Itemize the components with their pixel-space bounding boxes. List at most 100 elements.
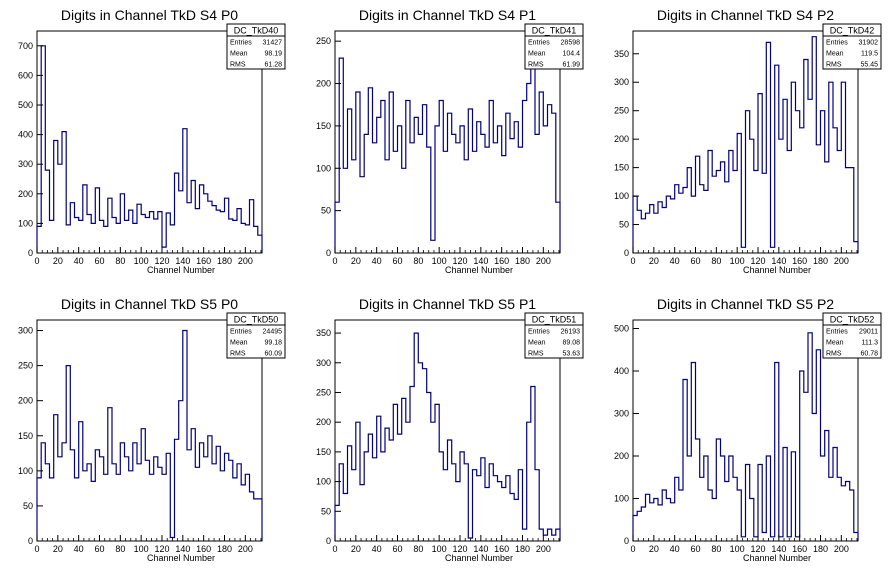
x-tick-label: 40 [670,544,680,554]
histogram-series [334,57,561,253]
plot-title: Digits in Channel TkD S5 P0 [61,296,238,312]
plot-title: Digits in Channel TkD S4 P2 [657,7,834,23]
histogram-panel-4: Digits in Channel TkD S5 P1 0 20 40 60 80 100 1… [316,296,584,563]
y-tick-label: 100 [614,191,629,201]
stats-name: DC_TkD40 [234,26,279,36]
x-tick-label: 20 [649,544,659,554]
stats-value: 26193 [561,329,581,336]
x-tick-label: 100 [730,256,745,266]
x-tick-label: 180 [217,544,232,554]
y-tick-label: 200 [316,417,331,427]
x-tick-label: 80 [711,544,721,554]
y-tick-label: 150 [18,431,33,441]
y-tick-label: 350 [316,328,331,338]
y-tick-label: 0 [326,248,331,258]
x-tick-label: 60 [94,544,104,554]
plot-frame [632,30,859,254]
x-tick-label: 80 [115,544,125,554]
y-tick-label: 500 [614,324,629,334]
plot-title: Digits in Channel TkD S4 P0 [61,7,238,23]
x-tick-label: 120 [452,544,467,554]
stats-value: 29011 [859,329,878,336]
y-tick-label: 100 [18,218,33,228]
stats-name: DC_TkD50 [234,315,279,325]
x-axis-label: Channel Number [147,265,215,275]
x-tick-label: 160 [196,544,211,554]
x-tick-label: 120 [452,256,467,266]
stats-key: Entries [826,329,848,336]
y-tick-label: 700 [18,41,33,51]
stats-box [822,312,882,359]
stats-key: RMS [230,62,246,69]
stats-value: 89.08 [562,340,580,347]
x-tick-label: 160 [494,544,509,554]
x-tick-label: 160 [494,256,509,266]
stats-key: RMS [826,62,842,69]
histogram-panel-5: Digits in Channel TkD S5 P2 0 20 40 60 80 100 1… [614,296,882,563]
y-tick-label: 100 [614,494,629,504]
x-tick-label: 60 [392,544,402,554]
x-tick-label: 40 [670,256,680,266]
y-tick-label: 50 [23,501,33,511]
x-tick-label: 80 [413,544,423,554]
plot-title: Digits in Channel TkD S5 P1 [359,296,536,312]
x-axis-label: Channel Number [445,553,513,563]
x-tick-label: 140 [771,544,786,554]
plot-frame [36,30,263,254]
x-tick-label: 120 [750,256,765,266]
x-tick-label: 140 [771,256,786,266]
stats-key: Entries [230,40,252,47]
x-tick-label: 140 [175,256,190,266]
y-tick-label: 250 [614,106,629,116]
x-tick-label: 20 [53,544,63,554]
x-tick-label: 140 [473,544,488,554]
stats-name: DC_TkD42 [830,26,875,36]
stats-box [822,23,882,70]
y-tick-label: 100 [18,466,33,476]
plot-frame [36,319,263,542]
x-tick-label: 160 [196,256,211,266]
stats-name: DC_TkD41 [532,26,577,36]
stats-box [524,23,584,70]
histogram-panel-2: Digits in Channel TkD S4 P2 0 20 40 60 80 100 1… [614,7,882,275]
x-tick-label: 40 [74,544,84,554]
x-tick-label: 100 [432,256,447,266]
y-tick-label: 300 [18,159,33,169]
x-tick-label: 180 [813,544,828,554]
x-tick-label: 60 [690,544,700,554]
y-tick-label: 150 [316,447,331,457]
x-tick-label: 20 [649,256,659,266]
x-tick-label: 0 [34,544,39,554]
stats-value: 104.4 [562,51,580,58]
x-tick-label: 0 [630,544,635,554]
x-tick-label: 100 [730,544,745,554]
x-tick-label: 180 [217,256,232,266]
stats-box [524,312,584,359]
y-tick-label: 50 [321,506,331,516]
stats-key: RMS [528,351,544,358]
x-tick-label: 60 [392,256,402,266]
x-tick-label: 200 [238,544,253,554]
x-tick-label: 40 [372,544,382,554]
x-tick-label: 180 [515,256,530,266]
plot-frame [334,30,561,254]
x-tick-label: 200 [536,544,551,554]
x-axis-label: Channel Number [445,265,513,275]
x-tick-label: 180 [813,256,828,266]
x-tick-label: 180 [515,544,530,554]
y-tick-label: 250 [316,36,331,46]
y-tick-label: 0 [28,248,33,258]
y-tick-label: 250 [316,387,331,397]
stats-key: Entries [230,329,252,336]
x-tick-label: 120 [750,544,765,554]
plot-title: Digits in Channel TkD S5 P2 [657,296,834,312]
y-tick-label: 300 [614,77,629,87]
stats-value: 61.99 [562,62,580,69]
stats-key: Mean [230,51,248,58]
x-tick-label: 0 [630,256,635,266]
y-tick-label: 150 [316,121,331,131]
stats-value: 55.45 [860,62,878,69]
stats-value: 53.63 [562,351,580,358]
y-tick-label: 200 [316,79,331,89]
